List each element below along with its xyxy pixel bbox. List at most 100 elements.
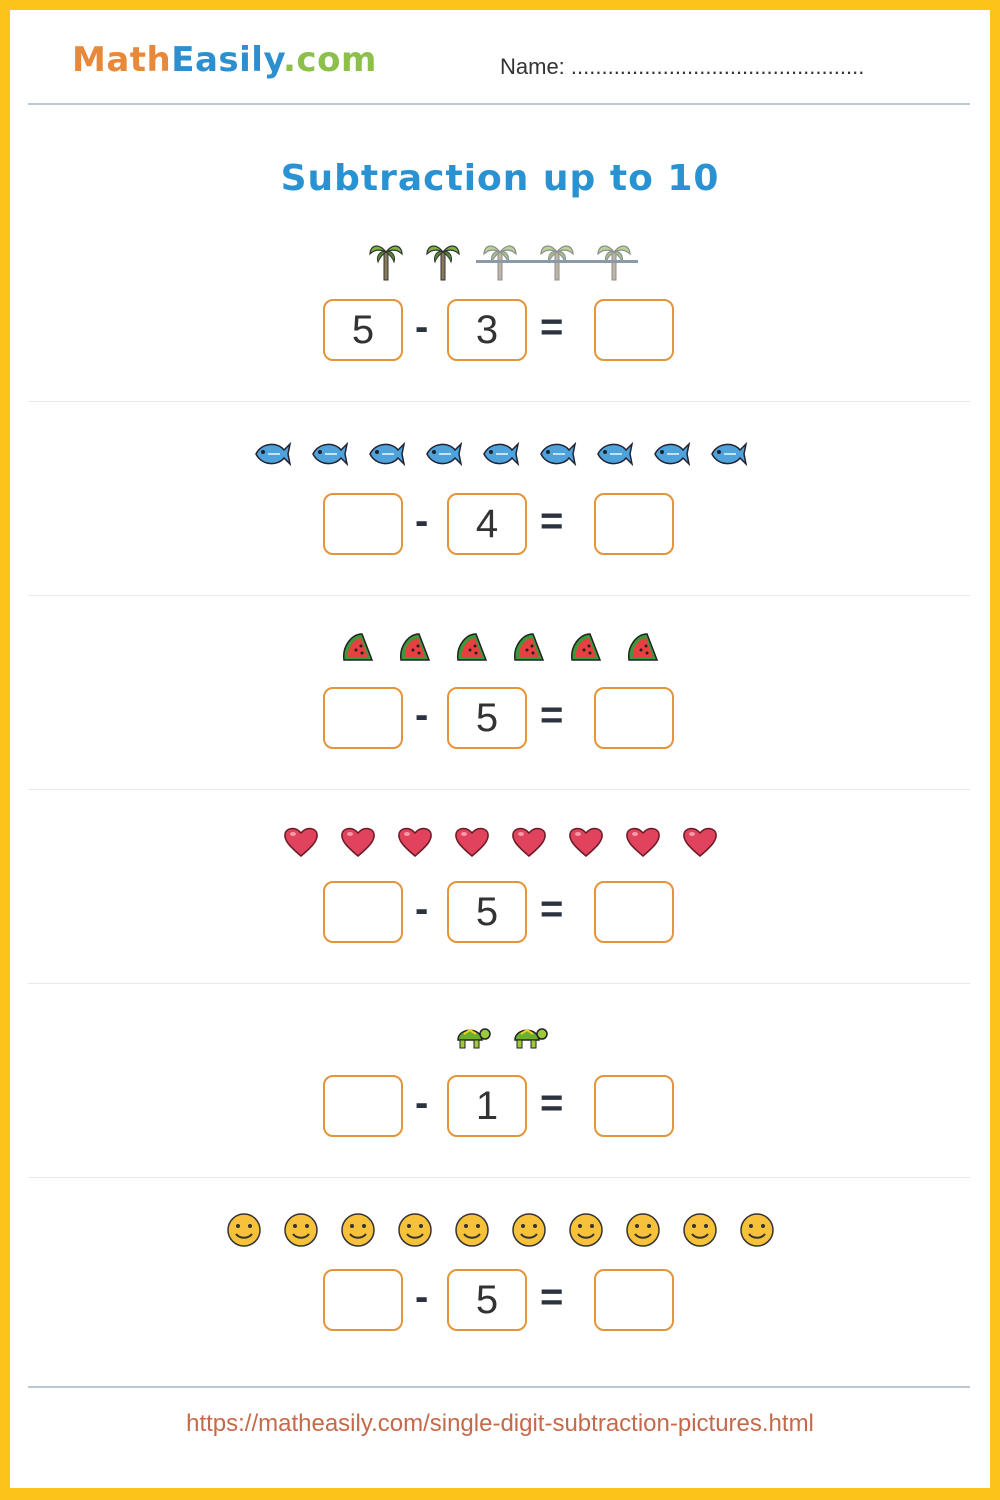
minus-sign: - <box>415 305 429 349</box>
watermelon-icon <box>452 626 492 670</box>
row-divider <box>28 983 970 984</box>
minus-sign: - <box>415 1275 429 1319</box>
fish-icon <box>651 432 691 476</box>
row-divider <box>28 1177 970 1178</box>
heart-icon <box>452 820 492 864</box>
subtrahend-box: 3 <box>447 299 527 361</box>
smiley-icon <box>338 1208 378 1252</box>
palm-tree-icon <box>423 238 463 282</box>
problem-row: - 1 = <box>10 984 990 1178</box>
watermelon-icon <box>509 626 549 670</box>
strike-through-line <box>476 260 638 263</box>
heart-icon <box>509 820 549 864</box>
smiley-icon <box>224 1208 264 1252</box>
minuend-box[interactable] <box>323 1269 403 1331</box>
minuend-box[interactable] <box>323 493 403 555</box>
heart-icon <box>281 820 321 864</box>
fish-icon <box>423 432 463 476</box>
palm-tree-icon <box>594 238 634 282</box>
subtrahend-box: 5 <box>447 881 527 943</box>
turtle-icon <box>509 1014 549 1058</box>
worksheet: MathEasily.com Name: ...................… <box>10 10 990 1488</box>
picture-group <box>10 626 990 670</box>
minuend-box[interactable]: 5 <box>323 299 403 361</box>
smiley-icon <box>737 1208 777 1252</box>
equation: - 4 = <box>323 493 683 555</box>
picture-group <box>10 820 990 864</box>
logo: MathEasily.com <box>72 40 377 80</box>
problem-row: - 4 = <box>10 402 990 596</box>
subtrahend-box: 5 <box>447 1269 527 1331</box>
smiley-icon <box>395 1208 435 1252</box>
minuend-box[interactable] <box>323 687 403 749</box>
palm-tree-icon <box>537 238 577 282</box>
fish-icon <box>480 432 520 476</box>
fish-icon <box>252 432 292 476</box>
equals-sign: = <box>540 887 564 931</box>
row-divider <box>28 789 970 790</box>
minus-sign: - <box>415 499 429 543</box>
watermelon-icon <box>623 626 663 670</box>
fish-icon <box>537 432 577 476</box>
equation: 5 - 3 = <box>323 299 683 361</box>
minuend-box[interactable] <box>323 881 403 943</box>
equals-sign: = <box>540 499 564 543</box>
footer-url[interactable]: https://matheasily.com/single-digit-subt… <box>186 1410 814 1437</box>
subtrahend-box: 4 <box>447 493 527 555</box>
smiley-icon <box>680 1208 720 1252</box>
fish-icon <box>366 432 406 476</box>
fish-icon <box>309 432 349 476</box>
problem-row: 5 - 3 = <box>10 208 990 402</box>
equation: - 5 = <box>323 881 683 943</box>
problem-row: - 5 = <box>10 1178 990 1372</box>
minus-sign: - <box>415 887 429 931</box>
equals-sign: = <box>540 1081 564 1125</box>
watermelon-icon <box>566 626 606 670</box>
smiley-icon <box>623 1208 663 1252</box>
picture-group <box>10 1014 990 1058</box>
footer-divider <box>28 1386 970 1388</box>
smiley-icon <box>452 1208 492 1252</box>
equation: - 5 = <box>323 1269 683 1331</box>
heart-icon <box>623 820 663 864</box>
page-title: Subtraction up to 10 <box>280 158 720 199</box>
minus-sign: - <box>415 1081 429 1125</box>
answer-box[interactable] <box>594 493 674 555</box>
answer-box[interactable] <box>594 1075 674 1137</box>
picture-group <box>10 432 990 476</box>
watermelon-icon <box>395 626 435 670</box>
row-divider <box>28 595 970 596</box>
row-divider <box>28 401 970 402</box>
equation: - 5 = <box>323 687 683 749</box>
equals-sign: = <box>540 305 564 349</box>
palm-tree-icon <box>366 238 406 282</box>
answer-box[interactable] <box>594 687 674 749</box>
smiley-icon <box>566 1208 606 1252</box>
smiley-icon <box>509 1208 549 1252</box>
answer-box[interactable] <box>594 881 674 943</box>
picture-group <box>10 238 990 282</box>
palm-tree-icon <box>480 238 520 282</box>
subtrahend-box: 1 <box>447 1075 527 1137</box>
problem-row: - 5 = <box>10 790 990 984</box>
heart-icon <box>338 820 378 864</box>
picture-group <box>10 1208 990 1252</box>
heart-icon <box>566 820 606 864</box>
fish-icon <box>708 432 748 476</box>
equals-sign: = <box>540 693 564 737</box>
equals-sign: = <box>540 1275 564 1319</box>
heart-icon <box>395 820 435 864</box>
fish-icon <box>594 432 634 476</box>
answer-box[interactable] <box>594 299 674 361</box>
header-divider <box>28 103 970 105</box>
minus-sign: - <box>415 693 429 737</box>
problem-row: - 5 = <box>10 596 990 790</box>
subtrahend-box: 5 <box>447 687 527 749</box>
smiley-icon <box>281 1208 321 1252</box>
turtle-icon <box>452 1014 492 1058</box>
heart-icon <box>680 820 720 864</box>
minuend-box[interactable] <box>323 1075 403 1137</box>
equation: - 1 = <box>323 1075 683 1137</box>
name-field-label: Name: ..................................… <box>500 54 865 79</box>
answer-box[interactable] <box>594 1269 674 1331</box>
